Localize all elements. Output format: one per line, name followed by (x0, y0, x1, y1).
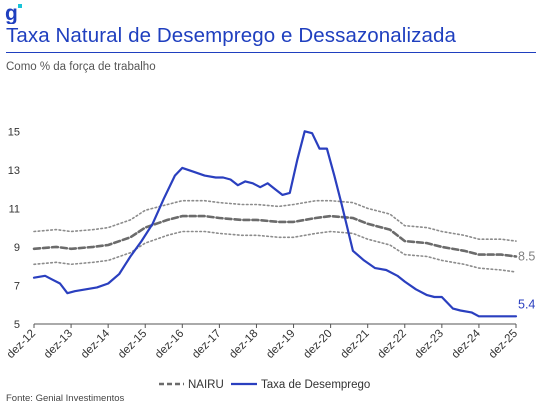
legend: NAIRU Taxa de Desemprego (159, 379, 370, 391)
y-tick-label: 13 (8, 165, 20, 177)
y-tick-label: 15 (8, 126, 20, 138)
x-tick-label: dez-16 (153, 328, 186, 361)
x-tick-label: dez-25 (487, 328, 520, 361)
series-nairu (32, 214, 518, 258)
y-tick-label: 5 (14, 319, 20, 331)
x-tick-label: dez-20 (301, 328, 334, 361)
x-tick-label: dez-12 (5, 328, 38, 361)
y-tick-label: 11 (9, 203, 20, 215)
genial-logo: g (5, 2, 22, 24)
series-layer (32, 130, 518, 318)
chart-title: Taxa Natural de Desemprego e Dessazonali… (6, 24, 456, 47)
y-tick-label: 7 (14, 280, 20, 292)
series-taxa-de-desemprego (32, 130, 518, 318)
x-tick-label: dez-23 (413, 328, 446, 361)
legend-label-nairu: NAIRU (188, 379, 224, 391)
series-nairu-lower-band (33, 230, 517, 273)
x-tick-label: dez-19 (264, 328, 297, 361)
x-axis: dez-12 dez-13 dez-14 dez-15 dez-16 dez-17 dez-… (5, 323, 520, 361)
series-nairu-upper-band (33, 199, 517, 242)
x-tick-label: dez-15 (116, 328, 149, 361)
end-label-unemployment: 5.4 (518, 297, 535, 311)
y-tick-label: 9 (14, 242, 20, 254)
logo-letter: g (5, 2, 18, 24)
x-tick-label: dez-24 (450, 327, 484, 361)
end-labels: 8.5 5.4 (518, 250, 535, 312)
x-tick-label: dez-22 (376, 328, 409, 361)
end-label-nairu: 8.5 (518, 250, 535, 264)
title-divider (6, 52, 536, 53)
x-tick-label: dez-13 (42, 328, 75, 361)
logo-accent-icon (18, 4, 22, 8)
x-tick-label: dez-14 (79, 327, 113, 361)
y-axis-labels: 5 7 9 11 13 15 (8, 126, 20, 331)
x-tick-label: dez-18 (227, 328, 260, 361)
x-tick-label: dez-21 (338, 328, 371, 361)
x-tick-label: dez-17 (190, 328, 223, 361)
source-note: Fonte: Genial Investimentos (6, 393, 125, 404)
legend-label-unemployment: Taxa de Desemprego (261, 379, 370, 391)
chart-subtitle: Como % da força de trabalho (6, 61, 156, 73)
